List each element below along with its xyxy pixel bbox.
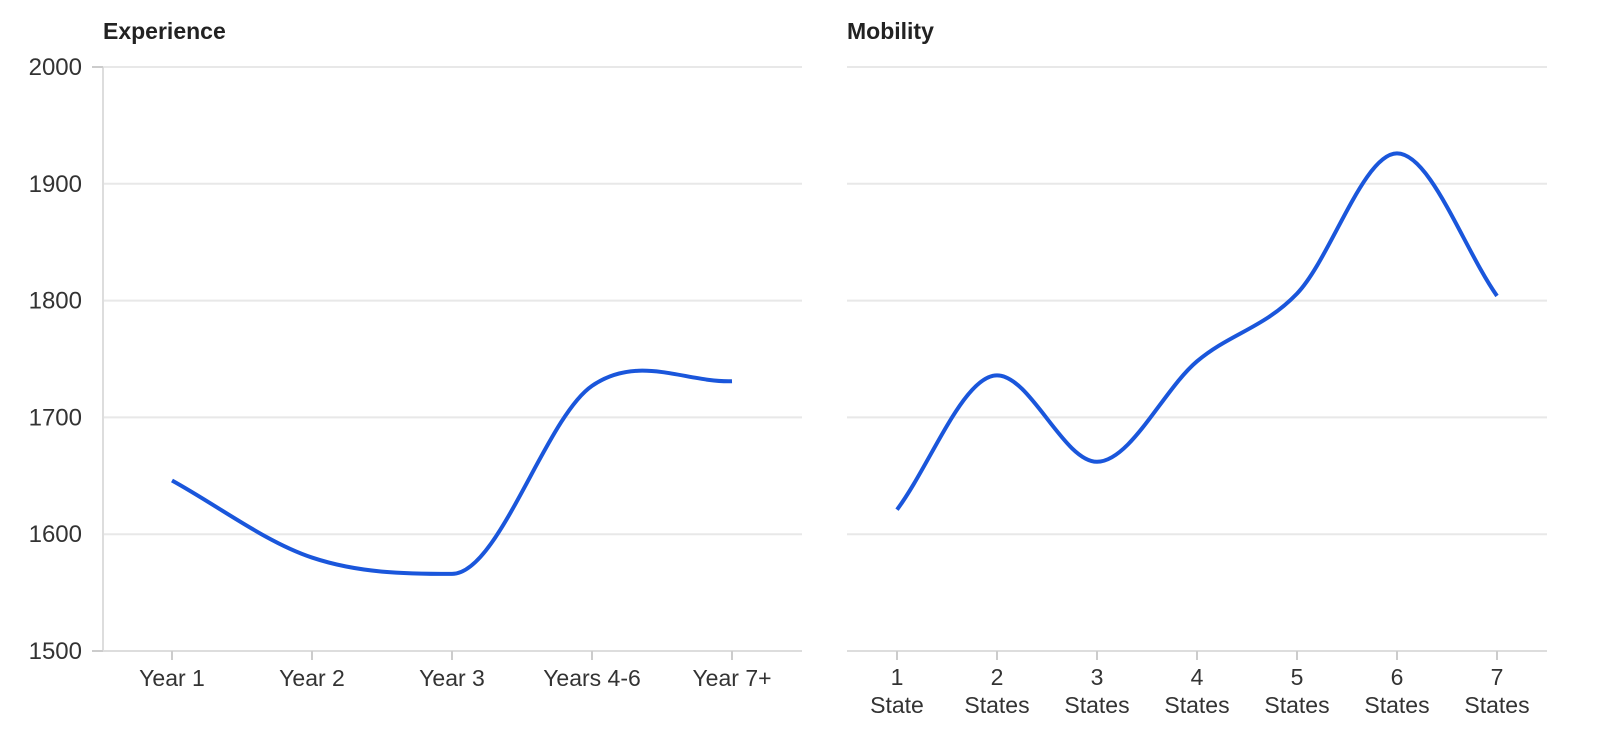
mobility-x-tick-label: 6 (1391, 664, 1404, 690)
y-tick-label: 1600 (29, 521, 82, 548)
mobility-series-line (895, 151, 1499, 511)
mobility-x-tick-label: States (1464, 692, 1529, 718)
y-tick-label: 1800 (29, 288, 82, 315)
mobility-x-tick-label: States (964, 692, 1029, 718)
y-tick-label: 1900 (29, 171, 82, 198)
experience-x-tick-label: Year 2 (279, 665, 345, 691)
experience-series-line (171, 368, 733, 576)
y-tick-label: 1500 (29, 638, 82, 665)
experience-title: Experience (103, 18, 226, 44)
mobility-x-tick-label: States (1164, 692, 1229, 718)
experience-x-tick-label: Year 3 (419, 665, 485, 691)
mobility-panel: Mobility 1State2States3States4States5Sta… (847, 18, 1547, 718)
mobility-x-tick-label: 1 (891, 664, 904, 690)
experience-x-tick-label: Years 4-6 (543, 665, 641, 691)
mobility-x-tick-label: 7 (1491, 664, 1504, 690)
mobility-x-tick-label: 4 (1191, 664, 1204, 690)
mobility-x-tick-label: 5 (1291, 664, 1304, 690)
mobility-x-tick-label: 3 (1091, 664, 1104, 690)
mobility-title: Mobility (847, 18, 934, 44)
experience-x-tick-label: Year 1 (139, 665, 205, 691)
y-tick-label: 1700 (29, 404, 82, 431)
experience-x-tick-label: Year 7+ (692, 665, 771, 691)
mobility-x-tick-label: States (1364, 692, 1429, 718)
mobility-x-tick-label: 2 (991, 664, 1004, 690)
mobility-x-tick-label: States (1264, 692, 1329, 718)
mobility-x-tick-label: States (1064, 692, 1129, 718)
experience-panel: Experience 2000 1900 1800 1700 1600 1500 Year … (29, 18, 802, 691)
y-tick-label: 2000 (29, 54, 82, 81)
mobility-x-tick-label: State (870, 692, 924, 718)
